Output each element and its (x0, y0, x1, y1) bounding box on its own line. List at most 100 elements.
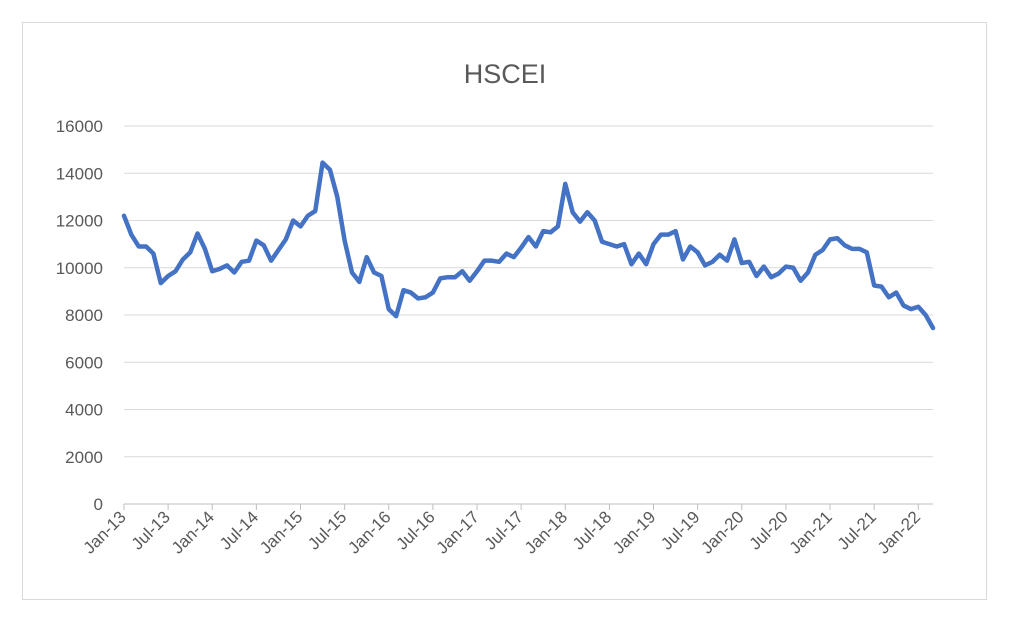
data-point (196, 231, 200, 235)
chart-title: HSCEI (464, 59, 547, 89)
data-point (593, 219, 597, 223)
x-tick-label: Jan-21 (786, 507, 836, 557)
x-tick-label: Jan-16 (344, 507, 394, 557)
data-point (718, 253, 722, 257)
data-point (541, 229, 545, 233)
data-point (159, 281, 163, 285)
x-tick-label: Jan-19 (609, 507, 659, 557)
data-point (438, 276, 442, 280)
series-line (121, 160, 936, 331)
data-point (482, 259, 486, 263)
data-point (659, 233, 663, 237)
gridlines (124, 125, 933, 458)
data-point (240, 260, 244, 264)
y-tick-label: 14000 (56, 164, 103, 183)
data-point (916, 305, 920, 309)
x-tick-label: Jul-18 (569, 507, 615, 553)
data-point (210, 269, 214, 273)
y-tick-label: 6000 (65, 353, 103, 372)
data-point (188, 250, 192, 254)
data-point (688, 244, 692, 248)
data-point (409, 291, 413, 295)
line-chart: HSCEI 0 2000 4000 6000 8000 10000 12000 14000 16… (56, 59, 936, 558)
x-tick-label: Jul-16 (393, 507, 439, 553)
data-point (703, 263, 707, 267)
data-point (144, 244, 148, 248)
axes: 0 2000 4000 6000 8000 10000 12000 14000 16000 Jan… (56, 117, 933, 558)
x-tick-label: Jan-20 (697, 507, 747, 557)
data-point (857, 247, 861, 251)
data-point (549, 230, 553, 234)
data-point (571, 210, 575, 214)
data-point (902, 304, 906, 308)
x-tick-label: Jul-17 (481, 507, 527, 553)
data-point (357, 280, 361, 284)
data-point (762, 265, 766, 269)
data-point (365, 255, 369, 259)
x-tick-label: Jul-19 (657, 507, 703, 553)
data-point (747, 260, 751, 264)
data-point (924, 313, 928, 317)
data-point (519, 246, 523, 250)
data-point (909, 307, 913, 311)
data-point (843, 243, 847, 247)
data-point (321, 161, 325, 165)
data-point (813, 253, 817, 257)
data-point (622, 242, 626, 246)
data-point (607, 242, 611, 246)
data-point (644, 262, 648, 266)
y-tick-label: 10000 (56, 259, 103, 278)
data-point (585, 210, 589, 214)
data-point (681, 257, 685, 261)
data-point (578, 220, 582, 224)
data-point (872, 283, 876, 287)
data-point (218, 267, 222, 271)
data-point (269, 259, 273, 263)
data-point (769, 275, 773, 279)
data-point (799, 279, 803, 283)
data-point (674, 229, 678, 233)
data-point (173, 269, 177, 273)
data-point (777, 272, 781, 276)
data-point (652, 242, 656, 246)
x-tick-label: Jan-17 (433, 507, 483, 557)
x-tick-label: Jan-13 (80, 507, 130, 557)
data-point (335, 195, 339, 199)
data-point (754, 274, 758, 278)
data-point (527, 235, 531, 239)
data-point (284, 237, 288, 241)
data-point (291, 219, 295, 223)
data-point (468, 279, 472, 283)
data-point (637, 252, 641, 256)
data-point (181, 257, 185, 261)
data-point (880, 285, 884, 289)
series-layer (121, 160, 936, 331)
data-point (232, 270, 236, 274)
data-point (784, 265, 788, 269)
data-point (732, 237, 736, 241)
chart-frame: HSCEI 0 2000 4000 6000 8000 10000 12000 14000 16… (22, 22, 987, 600)
data-point (343, 239, 347, 243)
data-point (563, 182, 567, 186)
data-point (313, 209, 317, 213)
data-point (122, 214, 126, 218)
x-tick-label: Jul-14 (216, 507, 262, 553)
data-point (534, 244, 538, 248)
y-tick-label: 0 (94, 495, 103, 514)
data-point (401, 288, 405, 292)
x-tick-label: Jul-21 (834, 507, 880, 553)
data-point (850, 247, 854, 251)
data-point (504, 252, 508, 256)
data-point (203, 247, 207, 251)
data-point (129, 233, 133, 237)
data-point (600, 240, 604, 244)
x-tick-label: Jan-18 (521, 507, 571, 557)
data-point (151, 252, 155, 256)
x-tick-label: Jan-14 (168, 507, 218, 557)
data-point (276, 248, 280, 252)
data-point (424, 295, 428, 299)
data-point (629, 262, 633, 266)
x-tick-label: Jan-15 (256, 507, 306, 557)
data-point (225, 263, 229, 267)
y-tick-label: 2000 (65, 448, 103, 467)
